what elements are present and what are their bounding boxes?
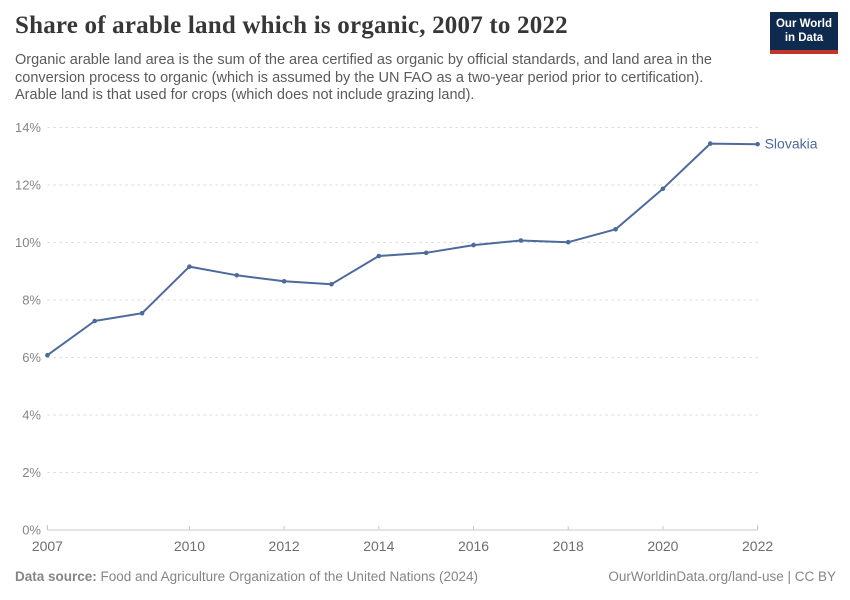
data-point-marker (707, 141, 713, 146)
data-point-marker (45, 352, 50, 358)
data-point-marker (329, 281, 334, 287)
data-point-marker (281, 279, 287, 284)
owid-logo-line2: in Data (784, 31, 824, 44)
x-axis-tick-label: 2018 (553, 538, 584, 554)
y-axis-tick-label: 0% (22, 523, 41, 538)
y-axis-tick-label: 14% (15, 120, 41, 135)
x-axis-tick-label: 2020 (647, 538, 678, 554)
data-point-marker (660, 186, 666, 192)
x-axis-tick-label: 2012 (269, 538, 300, 554)
data-point-marker (518, 238, 524, 243)
chart-subtitle: Organic arable land area is the sum of t… (15, 52, 712, 104)
data-point-marker (423, 250, 429, 256)
data-point-marker (613, 226, 618, 232)
data-point-marker (471, 242, 476, 248)
data-point-marker (565, 239, 571, 245)
data-point-marker (755, 141, 760, 147)
y-axis-tick-label: 8% (22, 293, 41, 308)
y-axis-tick-label: 12% (15, 178, 41, 193)
gridlines (47, 127, 758, 473)
x-axis-tick-label: 2010 (174, 538, 205, 554)
data-series: Slovakia (45, 136, 818, 358)
x-axis-tick-label: 2007 (32, 538, 63, 554)
data-source-label: Data source: (15, 569, 97, 584)
axes: 0% 2% 4% 6% 8% 10% 12% 14% 2007 2010 2012 2014 2016 2… (15, 120, 773, 554)
y-axis-tick-label: 6% (22, 350, 41, 365)
series-entity-label: Slovakia (765, 136, 818, 152)
data-point-marker (187, 264, 192, 269)
x-axis-tick-label: 2022 (742, 538, 773, 554)
owid-logo: Our World in Data (770, 12, 838, 55)
data-point-marker (92, 318, 98, 324)
x-axis-tick-label: 2014 (363, 538, 394, 554)
credit-link[interactable]: OurWorldinData.org/land-use | CC BY (608, 569, 836, 584)
x-axis-tick-label: 2016 (458, 538, 489, 554)
series-line (46, 142, 759, 357)
owid-logo-line1: Our World (775, 18, 832, 30)
data-point-marker (376, 253, 382, 259)
y-axis-tick-label: 10% (15, 235, 41, 250)
data-source: Data source: Food and Agriculture Organi… (15, 569, 478, 584)
data-point-marker (234, 272, 240, 278)
data-point-marker (139, 310, 145, 316)
y-axis-tick-label: 4% (22, 408, 41, 423)
data-source-text: Food and Agriculture Organization of the… (96, 569, 479, 584)
y-axis-tick-label: 2% (22, 465, 41, 480)
page-title: Share of arable land which is organic, 2… (15, 12, 568, 39)
chart-footer: Data source: Food and Agriculture Organi… (15, 569, 836, 584)
